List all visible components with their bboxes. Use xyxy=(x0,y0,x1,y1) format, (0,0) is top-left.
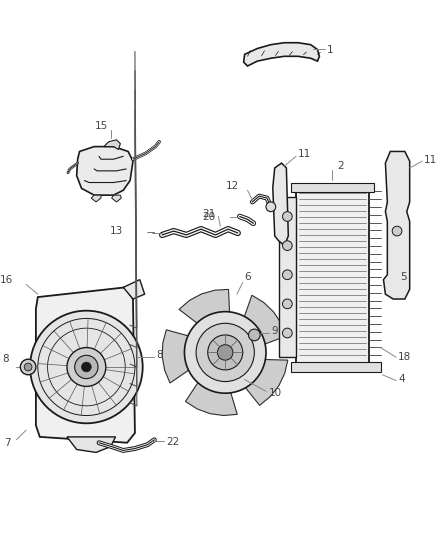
Polygon shape xyxy=(237,295,286,352)
Circle shape xyxy=(248,329,260,341)
Text: 6: 6 xyxy=(245,272,251,282)
Text: 21: 21 xyxy=(202,208,215,219)
Polygon shape xyxy=(273,163,288,246)
Text: 11: 11 xyxy=(298,149,311,159)
Text: 8: 8 xyxy=(2,354,9,364)
Text: 9: 9 xyxy=(272,326,279,336)
Polygon shape xyxy=(291,182,374,192)
Circle shape xyxy=(283,212,292,221)
Text: 13: 13 xyxy=(110,226,123,236)
Polygon shape xyxy=(36,287,135,443)
Polygon shape xyxy=(244,43,319,66)
Polygon shape xyxy=(162,330,211,383)
Circle shape xyxy=(184,312,266,393)
Circle shape xyxy=(30,311,143,423)
Polygon shape xyxy=(104,140,120,150)
Text: 22: 22 xyxy=(166,437,179,447)
Text: —: — xyxy=(146,229,155,238)
Polygon shape xyxy=(112,195,121,202)
Circle shape xyxy=(283,299,292,309)
Circle shape xyxy=(24,363,32,371)
Polygon shape xyxy=(231,359,288,406)
Text: 10: 10 xyxy=(269,388,282,398)
Polygon shape xyxy=(123,280,145,299)
Circle shape xyxy=(217,345,233,360)
Polygon shape xyxy=(383,151,410,299)
Text: 4: 4 xyxy=(398,374,405,384)
Text: 15: 15 xyxy=(94,121,108,131)
Circle shape xyxy=(208,335,243,370)
Text: 16: 16 xyxy=(0,274,14,285)
Polygon shape xyxy=(91,195,101,202)
Polygon shape xyxy=(67,437,116,453)
Circle shape xyxy=(283,241,292,251)
Text: 1: 1 xyxy=(327,45,334,55)
Circle shape xyxy=(392,226,402,236)
Text: 20: 20 xyxy=(202,213,215,222)
Polygon shape xyxy=(291,362,381,372)
Polygon shape xyxy=(186,362,237,416)
Circle shape xyxy=(266,202,276,212)
Circle shape xyxy=(20,359,36,375)
Polygon shape xyxy=(279,197,296,357)
Text: 7: 7 xyxy=(4,438,11,448)
Text: 11: 11 xyxy=(424,155,438,165)
Polygon shape xyxy=(296,188,369,367)
Text: 12: 12 xyxy=(226,181,239,191)
Text: 18: 18 xyxy=(398,352,411,362)
Circle shape xyxy=(283,270,292,280)
Circle shape xyxy=(67,348,106,386)
Circle shape xyxy=(75,356,98,378)
Circle shape xyxy=(81,362,91,372)
Polygon shape xyxy=(179,289,231,337)
Circle shape xyxy=(283,328,292,338)
Circle shape xyxy=(196,324,254,382)
Text: 8: 8 xyxy=(156,350,163,360)
Text: 5: 5 xyxy=(400,272,406,282)
Text: 2: 2 xyxy=(337,161,344,171)
Polygon shape xyxy=(77,147,133,195)
